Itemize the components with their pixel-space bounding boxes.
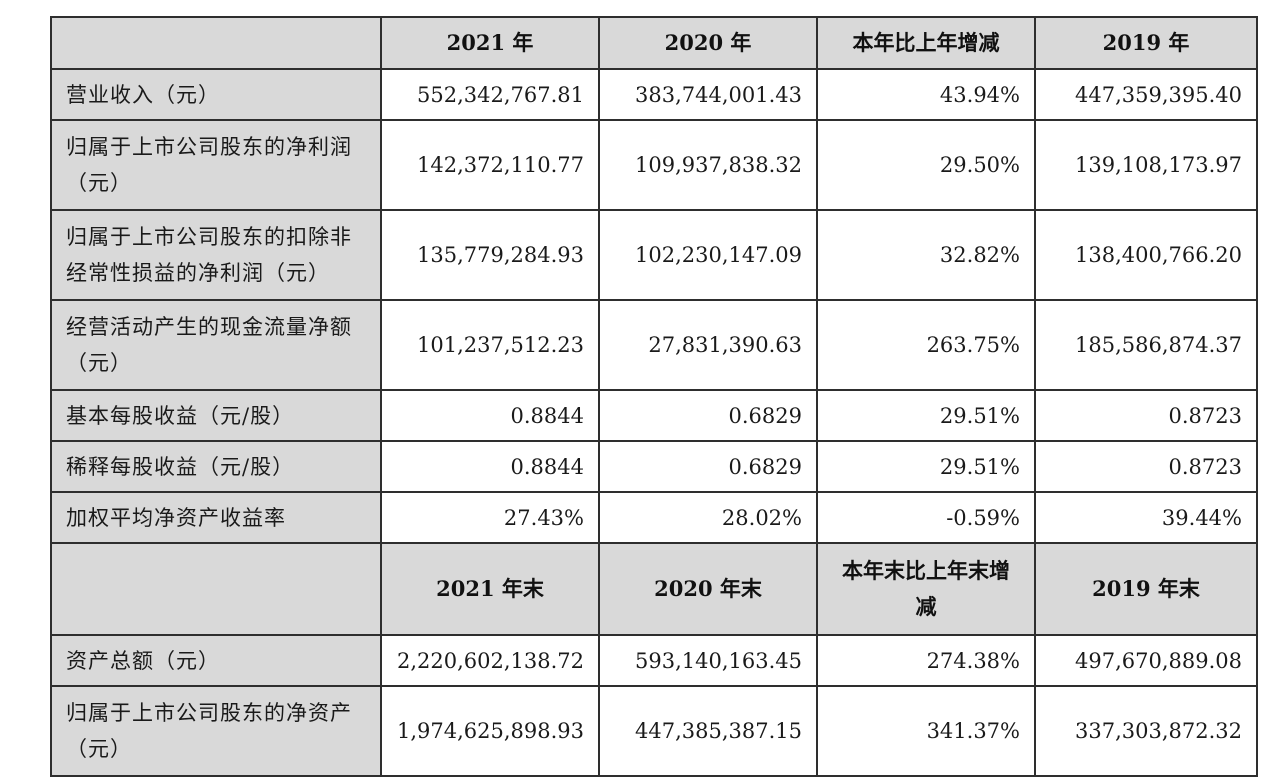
header-cell-2020: 2020 年 [598,16,818,70]
value-2020: 383,744,001.43 [598,68,818,121]
value-change: 263.75% [816,299,1036,391]
value-change: 29.51% [816,389,1036,442]
subheader-cell-2020-end: 2020 年末 [598,542,818,636]
table-row: 基本每股收益（元/股） 0.8844 0.6829 29.51% 0.8723 [50,389,1258,442]
value-2020: 0.6829 [598,389,818,442]
row-label: 营业收入（元） [50,68,382,121]
row-label: 归属于上市公司股东的净资产（元） [50,685,382,777]
value-2020: 109,937,838.32 [598,119,818,211]
row-label: 归属于上市公司股东的净利润（元） [50,119,382,211]
value-2019: 39.44% [1034,491,1258,544]
table-row: 归属于上市公司股东的净资产（元） 1,974,625,898.93 447,38… [50,685,1258,777]
value-change-end: 341.37% [816,685,1036,777]
table-row: 加权平均净资产收益率 27.43% 28.02% -0.59% 39.44% [50,491,1258,544]
value-2021: 27.43% [380,491,600,544]
table-row: 归属于上市公司股东的扣除非经常性损益的净利润（元） 135,779,284.93… [50,209,1258,301]
value-2019-end: 337,303,872.32 [1034,685,1258,777]
value-2021-end: 1,974,625,898.93 [380,685,600,777]
value-2020: 102,230,147.09 [598,209,818,301]
table-row: 归属于上市公司股东的净利润（元） 142,372,110.77 109,937,… [50,119,1258,211]
value-2019: 138,400,766.20 [1034,209,1258,301]
subheader-cell-blank [50,542,382,636]
value-2021: 0.8844 [380,440,600,493]
header-cell-2019: 2019 年 [1034,16,1258,70]
value-2019: 447,359,395.40 [1034,68,1258,121]
table-row: 经营活动产生的现金流量净额（元） 101,237,512.23 27,831,3… [50,299,1258,391]
value-2021: 0.8844 [380,389,600,442]
table-row: 稀释每股收益（元/股） 0.8844 0.6829 29.51% 0.8723 [50,440,1258,493]
table-subheader-row: 2021 年末 2020 年末 本年末比上年末增减 2019 年末 [50,542,1258,636]
value-2021: 101,237,512.23 [380,299,600,391]
value-change: 29.50% [816,119,1036,211]
key-financial-indicators-table: 2021 年 2020 年 本年比上年增减 2019 年 营业收入（元） 552… [50,16,1258,777]
subheader-cell-2021-end: 2021 年末 [380,542,600,636]
value-2021: 135,779,284.93 [380,209,600,301]
row-label: 归属于上市公司股东的扣除非经常性损益的净利润（元） [50,209,382,301]
table-header-row: 2021 年 2020 年 本年比上年增减 2019 年 [50,16,1258,70]
value-change: 43.94% [816,68,1036,121]
value-2020: 27,831,390.63 [598,299,818,391]
row-label: 加权平均净资产收益率 [50,491,382,544]
value-change: -0.59% [816,491,1036,544]
table-row: 营业收入（元） 552,342,767.81 383,744,001.43 43… [50,68,1258,121]
table-row: 资产总额（元） 2,220,602,138.72 593,140,163.45 … [50,634,1258,687]
value-2019: 139,108,173.97 [1034,119,1258,211]
financial-table-container: 2021 年 2020 年 本年比上年增减 2019 年 营业收入（元） 552… [50,16,1258,777]
value-2021-end: 2,220,602,138.72 [380,634,600,687]
value-2019-end: 497,670,889.08 [1034,634,1258,687]
row-label: 资产总额（元） [50,634,382,687]
value-change: 32.82% [816,209,1036,301]
header-cell-change: 本年比上年增减 [816,16,1036,70]
value-change-end: 274.38% [816,634,1036,687]
subheader-cell-change-end: 本年末比上年末增减 [816,542,1036,636]
row-label: 稀释每股收益（元/股） [50,440,382,493]
value-2019: 0.8723 [1034,389,1258,442]
row-label: 基本每股收益（元/股） [50,389,382,442]
value-2020-end: 593,140,163.45 [598,634,818,687]
value-2021: 142,372,110.77 [380,119,600,211]
value-2020-end: 447,385,387.15 [598,685,818,777]
header-cell-blank [50,16,382,70]
row-label: 经营活动产生的现金流量净额（元） [50,299,382,391]
value-change: 29.51% [816,440,1036,493]
value-2020: 28.02% [598,491,818,544]
header-cell-2021: 2021 年 [380,16,600,70]
subheader-cell-2019-end: 2019 年末 [1034,542,1258,636]
value-2021: 552,342,767.81 [380,68,600,121]
value-2019: 0.8723 [1034,440,1258,493]
value-2019: 185,586,874.37 [1034,299,1258,391]
value-2020: 0.6829 [598,440,818,493]
